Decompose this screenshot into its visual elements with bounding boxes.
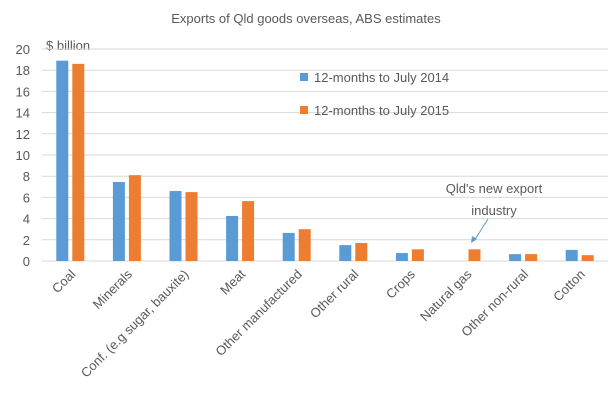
y-tick-label: 10 [16, 148, 30, 163]
annotation-arrow [473, 218, 489, 242]
bar-2014 [565, 249, 578, 261]
x-tick-label: Minerals [90, 266, 136, 312]
y-axis-label: $ billion [46, 38, 90, 53]
x-tick-label: Other rural [307, 266, 362, 321]
bar-2014 [112, 182, 125, 261]
y-tick-label: 12 [16, 127, 30, 142]
bar-2015 [411, 249, 424, 261]
legend-swatch-2015 [300, 106, 308, 114]
annotation: Qld's new export industry [446, 181, 543, 243]
bar-2014 [169, 191, 182, 261]
x-tick-label: Cotton [550, 267, 588, 305]
bar-2015 [525, 254, 538, 261]
annotation-line-2: industry [471, 203, 517, 218]
bar-2015 [468, 249, 481, 261]
x-tick-label: Crops [383, 266, 418, 301]
bar-2015 [128, 175, 141, 261]
bar-2015 [72, 63, 85, 262]
bar-2014 [509, 254, 522, 261]
legend-swatch-2014 [300, 73, 308, 81]
bar-2015 [298, 229, 311, 261]
bar-2015 [242, 201, 255, 261]
bar-2014 [339, 245, 352, 261]
y-tick-label: 2 [23, 233, 30, 248]
y-tick-label: 14 [16, 106, 30, 121]
bar-2014 [395, 253, 408, 261]
x-tick-label: Natural gas [417, 266, 475, 324]
annotation-arrowhead [471, 236, 477, 243]
y-tick-label: 8 [23, 169, 30, 184]
y-tick-label: 0 [23, 254, 30, 269]
y-tick-label: 20 [16, 42, 30, 57]
chart-title: Exports of Qld goods overseas, ABS estim… [171, 11, 441, 26]
bar-2015 [355, 242, 368, 261]
annotation-line-1: Qld's new export [446, 181, 543, 196]
bar-2015 [581, 255, 594, 261]
bar-2014 [282, 232, 295, 261]
legend-label-2015: 12-months to July 2015 [314, 103, 449, 118]
y-tick-label: 6 [23, 190, 30, 205]
bar-2014 [226, 215, 239, 261]
x-tick-label: Meat [217, 266, 248, 297]
x-tick-label: Coal [49, 266, 79, 296]
y-tick-label: 4 [23, 212, 30, 227]
legend-label-2014: 12-months to July 2014 [314, 70, 449, 85]
y-tick-label: 18 [16, 63, 30, 78]
y-tick-label: 16 [16, 84, 30, 99]
bar-2015 [185, 192, 198, 261]
x-tick-label: Conf. (e.g sugar, bauxite) [78, 267, 192, 381]
legend: 12-months to July 2014 12-months to July… [300, 70, 449, 118]
bar-2014 [56, 60, 69, 261]
